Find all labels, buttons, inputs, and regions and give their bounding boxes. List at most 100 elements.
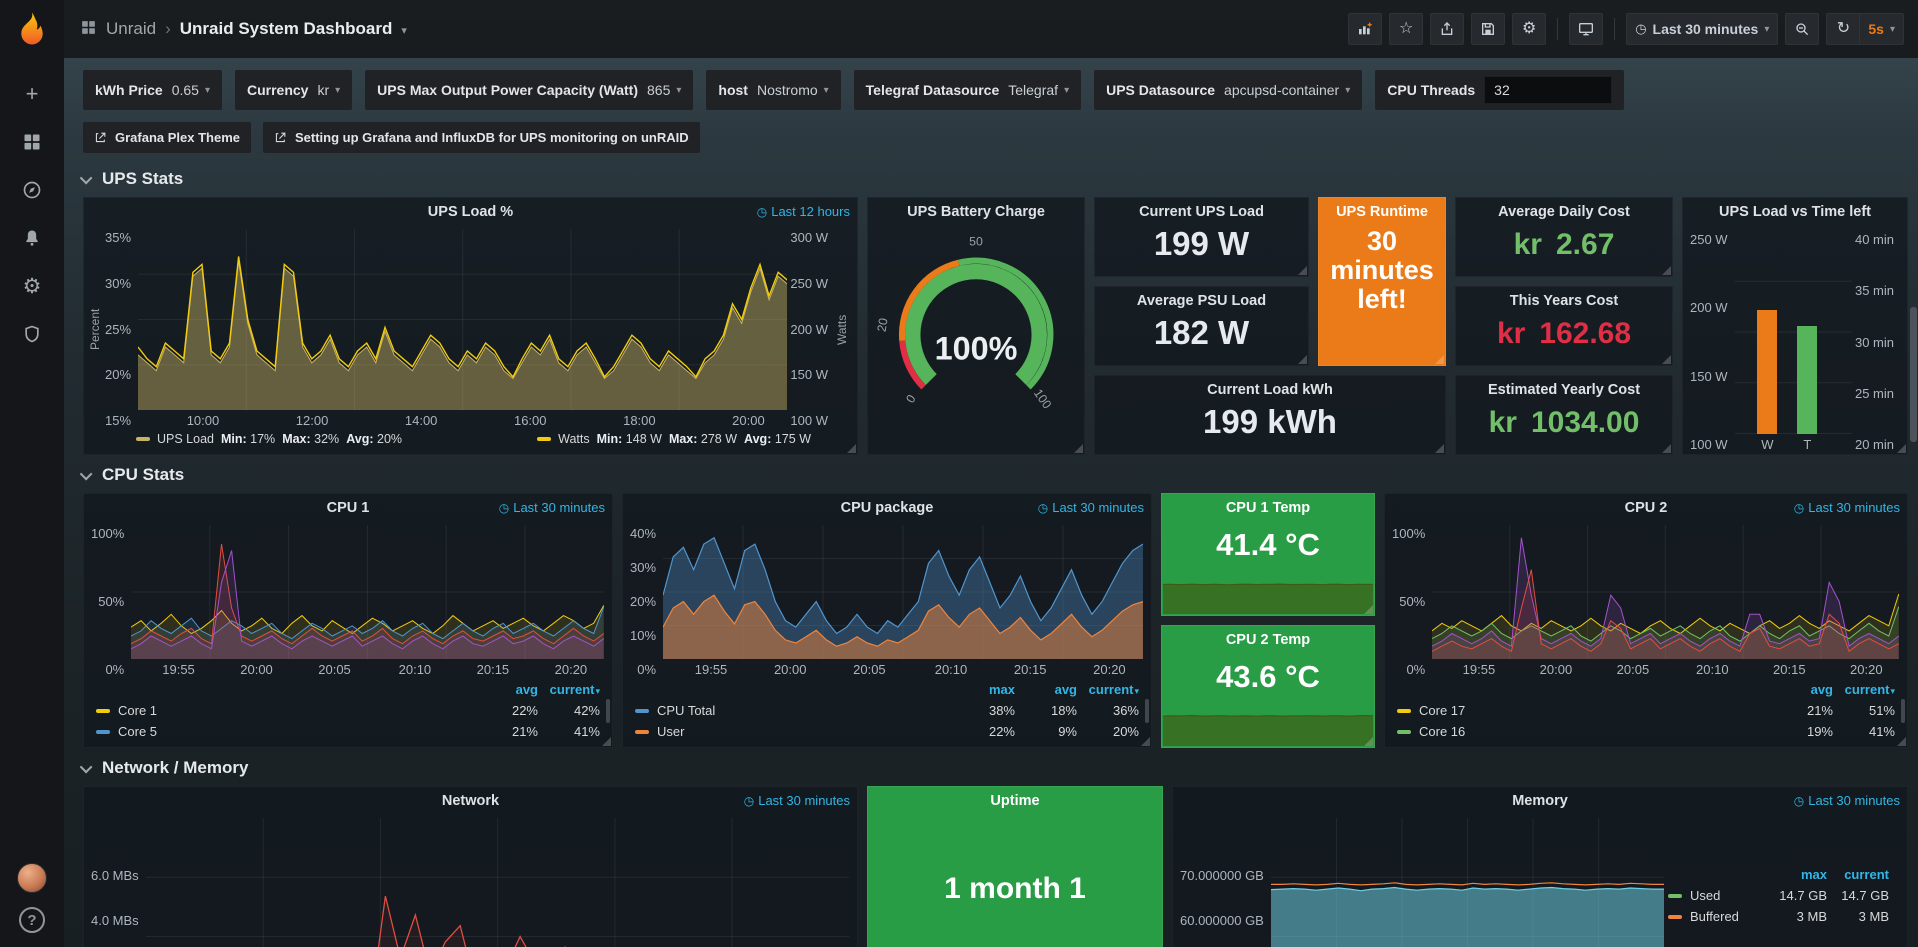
section-cpu-stats[interactable]: CPU Stats [83, 457, 1908, 493]
legend-series-name[interactable]: Core 17 [1419, 703, 1771, 718]
panel-title[interactable]: Uptime [990, 793, 1039, 809]
refresh-icon: ↻ [1837, 21, 1850, 37]
chevron-down-icon[interactable]: ▾ [401, 21, 407, 37]
apps-grid-icon[interactable] [80, 19, 97, 39]
panel-title[interactable]: UPS Runtime [1336, 204, 1428, 220]
add-panel-button[interactable] [1348, 13, 1382, 45]
panel-title[interactable]: This Years Cost [1510, 293, 1619, 309]
legend-series-name[interactable]: Core 1 [118, 703, 476, 718]
stat-value: 30 minutes left! [1319, 225, 1445, 316]
time-range-label: Last 30 minutes [1653, 21, 1759, 37]
dashboards-grid-icon [22, 132, 42, 152]
caret-down-icon: ▾ [335, 85, 340, 96]
stat-value: kr2.67 [1456, 228, 1672, 262]
panel-title[interactable]: UPS Load vs Time left [1719, 204, 1871, 220]
legend-series-name[interactable]: Buffered [1690, 909, 1765, 924]
panel-time-range[interactable]: ◷ Last 12 hours [757, 204, 850, 219]
cpu-stats-grid: CPU 1 ◷ Last 30 minutes 100%50%0% 19:552… [83, 493, 1908, 748]
panel-time-range[interactable]: ◷ Last 30 minutes [1794, 500, 1900, 515]
link-grafana-plex-theme[interactable]: Grafana Plex Theme [83, 122, 251, 153]
panel-title[interactable]: Current UPS Load [1139, 204, 1264, 220]
panel-title[interactable]: Memory [1512, 793, 1568, 809]
breadcrumb-folder[interactable]: Unraid [106, 19, 156, 39]
panel-title[interactable]: CPU 1 Temp [1226, 500, 1310, 516]
panel-title[interactable]: UPS Battery Charge [907, 204, 1045, 220]
panel-time-range[interactable]: ◷ Last 30 minutes [499, 500, 605, 515]
legend-series-name[interactable]: Watts [558, 432, 589, 446]
variable-ups-datasource[interactable]: UPS Datasource apcupsd-container ▾ [1094, 70, 1362, 110]
panel-time-range[interactable]: ◷ Last 30 minutes [744, 793, 850, 808]
section-ups-stats[interactable]: UPS Stats [83, 161, 1908, 197]
sidebar-item-configuration[interactable]: ⚙ [12, 266, 52, 306]
clock-icon: ◷ [1038, 501, 1048, 515]
temp-sparkline [1163, 710, 1373, 746]
legend-series-name[interactable]: Core 16 [1419, 724, 1771, 739]
variable-kwh-price[interactable]: kWh Price 0.65 ▾ [83, 70, 222, 110]
sidebar-item-dashboards[interactable] [12, 122, 52, 162]
section-network-memory[interactable]: Network / Memory [83, 750, 1908, 786]
variable-host[interactable]: host Nostromo ▾ [706, 70, 840, 110]
cpu-package-chart[interactable] [663, 525, 1143, 659]
panel-title[interactable]: Network [442, 793, 499, 809]
sidebar-item-alerting[interactable] [12, 218, 52, 258]
shield-icon [22, 324, 42, 344]
cpu2-chart[interactable] [1432, 525, 1899, 659]
series-marker [635, 709, 649, 713]
sidebar-item-server-admin[interactable] [12, 314, 52, 354]
star-button[interactable]: ☆ [1389, 13, 1423, 45]
scrollbar-thumb[interactable] [1910, 307, 1917, 442]
zoom-out-button[interactable] [1785, 13, 1819, 45]
panel-title[interactable]: UPS Load % [428, 204, 513, 220]
plus-icon: + [26, 81, 39, 107]
caret-down-icon: ▾ [1064, 85, 1069, 96]
panel-time-range[interactable]: ◷ Last 30 minutes [1794, 793, 1900, 808]
panel-title[interactable]: Current Load kWh [1207, 382, 1333, 398]
y-axis-left: 40%30%20%10%0% [627, 525, 663, 679]
refresh-interval-dropdown[interactable]: 5s ▾ [1860, 13, 1904, 45]
memory-chart[interactable] [1271, 818, 1664, 947]
panel-title[interactable]: CPU 2 Temp [1226, 632, 1310, 648]
series-marker [537, 437, 551, 441]
sidebar-item-explore[interactable] [12, 170, 52, 210]
link-ups-monitoring-guide[interactable]: Setting up Grafana and InfluxDB for UPS … [263, 122, 700, 153]
breadcrumb-title[interactable]: Unraid System Dashboard [180, 19, 393, 39]
legend-series-name[interactable]: User [657, 724, 953, 739]
variable-currency[interactable]: Currency kr ▾ [235, 70, 352, 110]
cpu1-chart[interactable] [131, 525, 604, 659]
share-button[interactable] [1430, 13, 1464, 45]
legend-series-name[interactable]: UPS Load [157, 432, 214, 446]
main-area: Unraid › Unraid System Dashboard ▾ ☆ ⚙ [64, 0, 1918, 947]
grafana-logo[interactable] [13, 10, 51, 48]
bars-chart[interactable] [1735, 231, 1852, 434]
caret-down-icon: ▾ [824, 85, 829, 96]
cycle-view-button[interactable] [1569, 13, 1603, 45]
panel-title[interactable]: Average Daily Cost [1498, 204, 1630, 220]
variable-telegraf-datasource[interactable]: Telegraf Datasource Telegraf ▾ [854, 70, 1081, 110]
panel-title[interactable]: CPU package [841, 500, 934, 516]
stat-value: 199 W [1095, 226, 1308, 262]
legend-series-name[interactable]: Core 5 [118, 724, 476, 739]
panel-title[interactable]: Average PSU Load [1137, 293, 1266, 309]
sidebar-item-help[interactable]: ? [19, 907, 45, 933]
user-avatar[interactable] [17, 863, 47, 893]
cpu-threads-input[interactable] [1484, 76, 1612, 104]
panel-title[interactable]: CPU 1 [327, 500, 370, 516]
refresh-button[interactable]: ↻ [1826, 13, 1860, 45]
series-marker [1397, 730, 1411, 734]
network-chart[interactable] [146, 818, 849, 947]
legend-series-name[interactable]: CPU Total [657, 703, 953, 718]
variable-ups-max-output[interactable]: UPS Max Output Power Capacity (Watt) 865… [365, 70, 693, 110]
sidebar-item-create[interactable]: + [12, 74, 52, 114]
legend-series-name[interactable]: Used [1690, 888, 1765, 903]
clock-icon: ◷ [757, 205, 767, 219]
time-range-picker[interactable]: ◷ Last 30 minutes ▾ [1626, 13, 1778, 45]
panel-title[interactable]: CPU 2 [1625, 500, 1668, 516]
panel-time-range[interactable]: ◷ Last 30 minutes [1038, 500, 1144, 515]
series-marker [96, 709, 110, 713]
panel-title[interactable]: Estimated Yearly Cost [1488, 382, 1640, 398]
dashboard-settings-button[interactable]: ⚙ [1512, 13, 1546, 45]
ups-load-chart[interactable] [138, 229, 787, 410]
panel-memory: Memory ◷ Last 30 minutes 70.000000 GB60.… [1172, 786, 1908, 947]
save-button[interactable] [1471, 13, 1505, 45]
chart-legend: maxavgcurrent CPU Total 38% 18% 36% User… [623, 679, 1151, 747]
